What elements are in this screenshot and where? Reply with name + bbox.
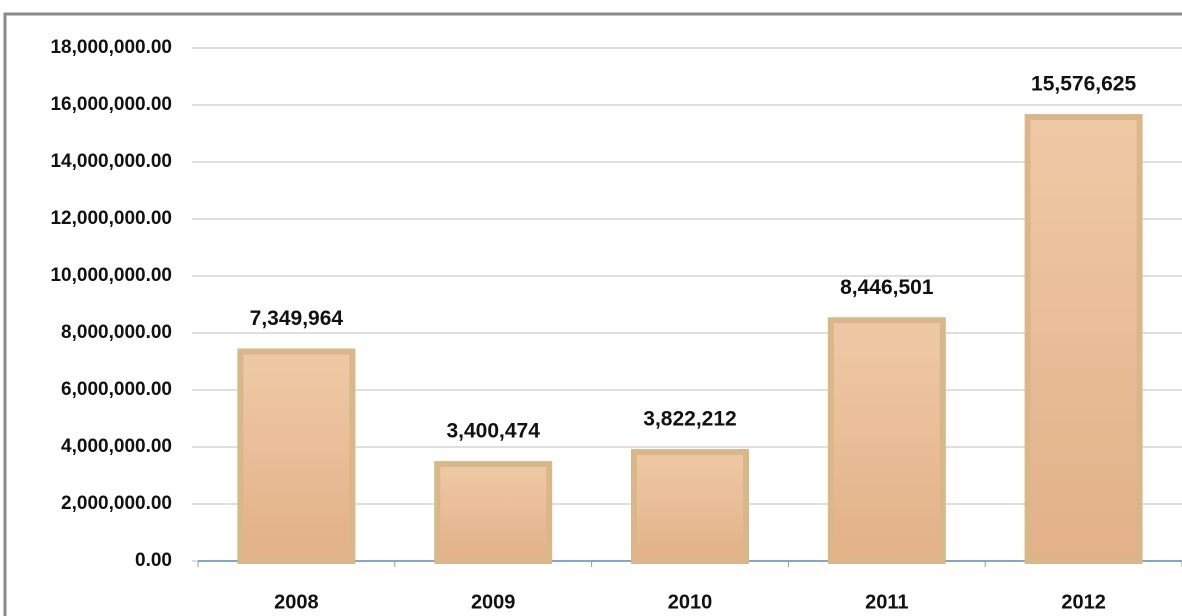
value-label: 3,400,474 (446, 420, 540, 443)
y-tick-label: 12,000,000.00 (50, 208, 172, 229)
value-label: 7,349,964 (250, 307, 344, 330)
y-tick-label: 4,000,000.00 (61, 436, 172, 457)
y-tick-label: 14,000,000.00 (50, 151, 172, 172)
x-tick-label: 2011 (865, 591, 908, 613)
x-tick-label: 2010 (668, 591, 713, 613)
bar (827, 317, 946, 564)
bar (1024, 114, 1143, 564)
y-tick-label: 6,000,000.00 (61, 379, 172, 400)
x-tick-label: 2009 (471, 591, 516, 613)
value-label: 3,822,212 (643, 408, 736, 431)
x-tick-label: 2008 (274, 591, 319, 613)
value-label: 15,576,625 (1031, 73, 1136, 96)
y-tick-label: 18,000,000.00 (50, 37, 172, 58)
bar (237, 348, 356, 564)
x-tick-label: 2012 (1061, 591, 1106, 613)
y-tick-label: 2,000,000.00 (61, 493, 172, 514)
y-tick-label: 16,000,000.00 (50, 94, 172, 115)
y-tick-label: 0.00 (135, 550, 172, 571)
value-label: 8,446,501 (840, 276, 934, 299)
bar (631, 449, 749, 564)
y-tick-label: 10,000,000.00 (50, 265, 172, 286)
bar (434, 461, 553, 564)
chart-frame (3, 12, 1182, 616)
y-tick-label: 8,000,000.00 (61, 322, 172, 343)
